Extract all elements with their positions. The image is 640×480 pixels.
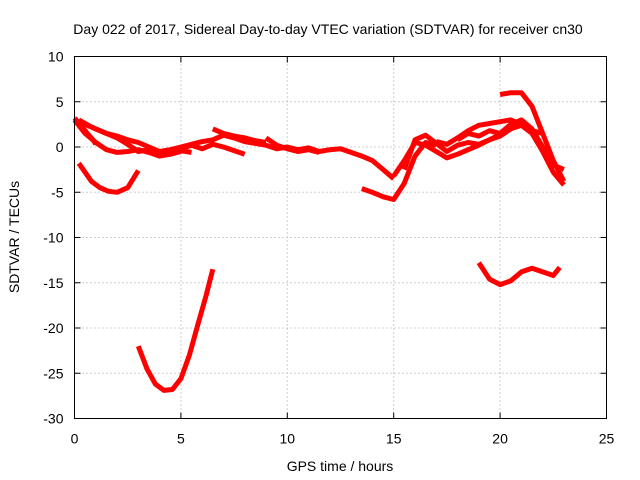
y-tick-labels: 10 5 0 -5 -10 -15 -20 -25 -30 <box>43 49 63 427</box>
series-arc-15 <box>476 261 562 288</box>
series-arc-12 <box>435 117 544 147</box>
x-axis-label: GPS time / hours <box>287 458 394 474</box>
chart-title: Day 022 of 2017, Sidereal Day-to-day VTE… <box>73 21 583 37</box>
series-arc-11 <box>401 125 513 171</box>
series-arc-6 <box>211 126 267 145</box>
grid <box>74 56 607 419</box>
y-axis-label: SDTVAR / TECUs <box>6 181 22 293</box>
x-tick-label: 20 <box>492 431 508 447</box>
y-tick-label: -20 <box>43 320 63 336</box>
y-tick-label: -15 <box>43 275 63 291</box>
x-tick-label: 0 <box>71 431 79 447</box>
ticks <box>74 56 607 419</box>
x-tick-label: 5 <box>177 431 185 447</box>
y-tick-label: 0 <box>56 139 64 155</box>
series-arc-5 <box>159 132 396 181</box>
series-arc-16 <box>135 268 216 393</box>
series-arc-14 <box>499 90 567 183</box>
series-layer <box>72 90 567 393</box>
x-tick-label: 15 <box>386 431 402 447</box>
y-tick-label: 5 <box>56 94 64 110</box>
y-tick-label: -30 <box>43 411 63 427</box>
x-tick-labels: 0 5 10 15 20 25 <box>71 431 615 447</box>
y-tick-label: -10 <box>43 230 63 246</box>
series-arc-7 <box>264 135 320 155</box>
y-tick-label: 10 <box>48 49 64 65</box>
x-tick-label: 25 <box>599 431 615 447</box>
series-arc-13 <box>456 117 565 172</box>
y-tick-label: -25 <box>43 365 63 381</box>
series-arc-8 <box>76 161 141 195</box>
y-tick-label: -5 <box>51 184 64 200</box>
x-tick-label: 10 <box>280 431 296 447</box>
